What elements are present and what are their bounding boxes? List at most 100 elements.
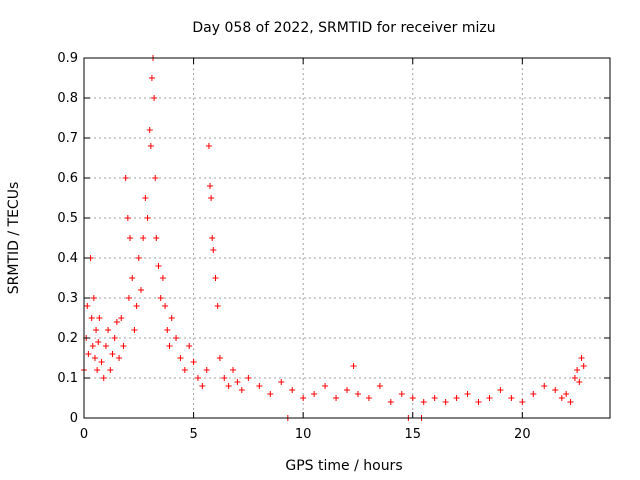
data-point [567, 399, 574, 405]
y-tick-label: 0.7 [57, 131, 78, 146]
data-point [127, 235, 134, 241]
plot-frame [83, 57, 611, 419]
data-point [225, 383, 232, 389]
data-point [129, 275, 136, 281]
data-point [541, 383, 548, 389]
data-point [152, 175, 159, 181]
data-point [93, 327, 100, 333]
x-tick-label: 0 [80, 427, 88, 442]
data-point [155, 263, 162, 269]
data-point [111, 335, 118, 341]
data-point [95, 339, 102, 345]
data-point [486, 395, 493, 401]
data-point [102, 343, 109, 349]
data-point [431, 395, 438, 401]
y-tick-label: 0.6 [57, 171, 78, 186]
data-point [212, 275, 219, 281]
data-point [344, 387, 350, 393]
y-tick-label: 0.4 [57, 251, 78, 266]
data-point [350, 363, 357, 369]
data-point [365, 395, 372, 401]
x-tick-label: 15 [404, 427, 421, 442]
data-point [131, 327, 138, 333]
data-point [530, 391, 537, 397]
y-tick-label: 0.1 [57, 371, 78, 386]
data-point [173, 335, 180, 341]
data-point [563, 391, 570, 397]
grid [83, 57, 610, 419]
data-point [199, 383, 206, 389]
data-point [464, 391, 471, 397]
data-point [398, 391, 405, 397]
data-point [221, 375, 228, 381]
data-point [210, 247, 217, 253]
data-point [177, 355, 184, 361]
data-point [157, 295, 164, 301]
data-point [216, 355, 223, 361]
data-point [168, 315, 175, 321]
data-point [98, 359, 105, 365]
data-point [166, 343, 173, 349]
data-point [120, 343, 127, 349]
data-point [88, 315, 95, 321]
chart-title: Day 058 of 2022, SRMTID for receiver miz… [192, 20, 495, 36]
data-point [147, 143, 154, 149]
data-point [453, 395, 460, 401]
data-point [558, 395, 565, 401]
data-point [442, 399, 449, 405]
data-point [354, 391, 361, 397]
data-point [300, 395, 307, 401]
data-point [311, 391, 318, 397]
data-point [203, 367, 210, 373]
data-point [125, 295, 132, 301]
data-point [94, 367, 101, 373]
data-point [153, 235, 160, 241]
data-point [91, 355, 98, 361]
data-point [289, 387, 296, 393]
data-point [159, 275, 166, 281]
data-point [387, 399, 394, 405]
data-point [162, 303, 169, 309]
data-point [322, 383, 329, 389]
data-point [234, 379, 241, 385]
data-point [105, 327, 112, 333]
data-point [578, 355, 585, 361]
x-tick-label: 20 [514, 427, 531, 442]
y-tick-label: 0.5 [57, 211, 78, 226]
data-point [214, 303, 221, 309]
data-point [135, 255, 142, 261]
data-point [267, 391, 274, 397]
data-point [278, 379, 285, 385]
data-point [164, 327, 171, 333]
data-point [181, 367, 188, 373]
data-point [124, 215, 131, 221]
y-tick-label: 0.8 [57, 91, 78, 106]
data-point [89, 343, 96, 349]
axis-ticks: 0 5 10 15 20 0 0.1 0.2 0.3 0.4 0.5 0.6 0.7 0.8 0.9 [57, 51, 610, 442]
data-point [142, 195, 149, 201]
data-point [333, 395, 340, 401]
data-point [508, 395, 515, 401]
data-point [497, 387, 504, 393]
x-tick-label: 5 [189, 427, 197, 442]
data-point [122, 175, 129, 181]
data-point [208, 195, 215, 201]
data-point [576, 379, 583, 385]
data-point [230, 367, 237, 373]
data-point [245, 375, 252, 381]
data-point [571, 375, 578, 381]
data-point [475, 399, 482, 405]
data-point [96, 315, 103, 321]
data-point [144, 215, 151, 221]
data-point [107, 367, 114, 373]
data-point [146, 127, 153, 133]
data-point [85, 351, 92, 357]
data-point [376, 383, 383, 389]
y-tick-label: 0.9 [57, 51, 78, 66]
data-point [133, 303, 140, 309]
y-tick-label: 0 [70, 411, 78, 426]
data-point [207, 183, 214, 189]
data-point [238, 387, 245, 393]
data-point [574, 367, 581, 373]
